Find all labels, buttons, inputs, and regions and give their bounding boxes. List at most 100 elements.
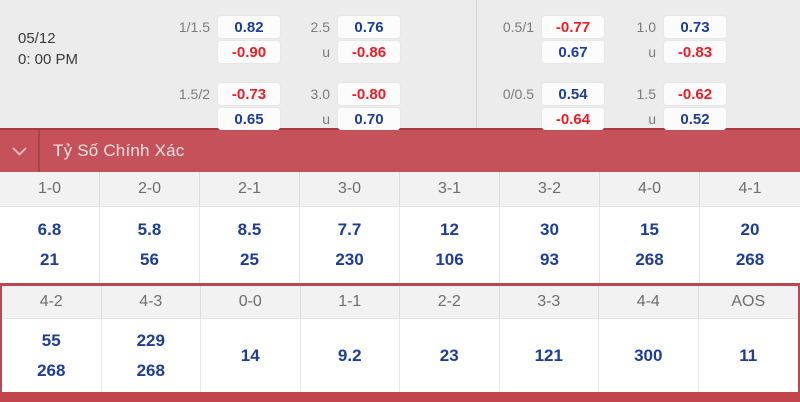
- odds-pair: 1/1.5 0.82 -0.90: [140, 16, 280, 66]
- odds-price[interactable]: -0.86: [338, 41, 400, 63]
- odds-price[interactable]: 0.70: [338, 108, 400, 130]
- score-column-header: 0-0: [201, 286, 301, 318]
- score-odds-cell[interactable]: 229 268: [102, 319, 201, 392]
- score-column-header: 3-1: [400, 172, 500, 206]
- odds-row: 1.5 -0.62: [592, 83, 726, 105]
- score-odds-cell[interactable]: 9.2: [301, 319, 400, 392]
- match-info: 05/12 0: 00 PM: [18, 28, 78, 70]
- score-odds-cell[interactable]: 15 268: [600, 207, 700, 283]
- odds-line-label: 1.0: [636, 19, 656, 35]
- odds-row: u -0.83: [592, 41, 726, 63]
- odds-row: 0.65: [140, 108, 280, 130]
- odds-price[interactable]: 0.67: [542, 41, 604, 63]
- odds-row: 1/1.5 0.82: [140, 16, 280, 38]
- correct-score-header-bar[interactable]: Tỷ Số Chính Xác: [0, 128, 800, 172]
- score-odds-value: 56: [140, 250, 159, 269]
- score-odds-value: 6.8: [37, 220, 62, 239]
- odds-price[interactable]: -0.62: [664, 83, 726, 105]
- odds-row: u 0.52: [592, 108, 726, 130]
- score-header-row: 4-2 4-3 0-0 1-1 2-2 3-3 4-4 AOS: [2, 286, 798, 319]
- odds-price[interactable]: 0.82: [218, 16, 280, 38]
- odds-row: 1.0 0.73: [592, 16, 726, 38]
- score-odds-cell[interactable]: 14: [201, 319, 301, 392]
- odds-row: -0.90: [140, 41, 280, 63]
- score-odds-value: 5.8: [137, 220, 162, 239]
- score-column-header: 4-3: [102, 286, 201, 318]
- score-odds-cell[interactable]: 20 268: [700, 207, 800, 283]
- odds-line-label: 0.5/1: [502, 19, 534, 35]
- odds-row: 1.5/2 -0.73: [140, 83, 280, 105]
- odds-line-label: 0/0.5: [502, 86, 534, 102]
- score-column-header: 2-0: [100, 172, 200, 206]
- odds-line-label: u: [648, 111, 656, 127]
- odds-pair: 0.5/1 -0.77 0.67: [462, 16, 604, 66]
- chevron-down-icon[interactable]: [0, 130, 38, 172]
- score-odds-value: 93: [540, 250, 559, 269]
- score-column-header: 2-2: [400, 286, 500, 318]
- score-odds-cell[interactable]: 121: [500, 319, 599, 392]
- odds-line-label: 1/1.5: [178, 19, 210, 35]
- odds-price[interactable]: 0.73: [664, 16, 726, 38]
- score-column-header: 1-0: [0, 172, 100, 206]
- odds-price[interactable]: -0.77: [542, 16, 604, 38]
- score-odds-value: 268: [735, 250, 765, 269]
- odds-row: u 0.70: [272, 108, 400, 130]
- odds-row: 3.0 -0.80: [272, 83, 400, 105]
- match-time: 0: 00 PM: [18, 51, 79, 68]
- odds-pair: 1.5 -0.62 u 0.52: [592, 83, 726, 133]
- odds-row: 0.5/1 -0.77: [462, 16, 604, 38]
- score-column-header: 2-1: [200, 172, 300, 206]
- score-values-row: 6.8 21 5.8 56 8.5 25 7.7 230 12 106 30 93 15 268 20 268: [0, 207, 800, 283]
- match-odds-section: 05/12 0: 00 PM 1/1.5 0.82 -0.90 1.5/2 -0.73 0…: [0, 0, 800, 130]
- score-odds-cell[interactable]: 5.8 56: [100, 207, 200, 283]
- odds-price[interactable]: 0.76: [338, 16, 400, 38]
- score-column-header: AOS: [731, 293, 766, 310]
- odds-line-label: u: [648, 44, 656, 60]
- score-odds-value: 12: [440, 220, 459, 239]
- odds-price[interactable]: -0.64: [542, 108, 604, 130]
- odds-price[interactable]: -0.83: [664, 41, 726, 63]
- score-odds-cell[interactable]: 6.8 21: [0, 207, 100, 283]
- score-odds-value: 20: [740, 220, 760, 239]
- score-odds-value: 106: [435, 250, 464, 269]
- score-column-header: 3-0: [300, 172, 400, 206]
- score-column-header: 1-1: [301, 286, 400, 318]
- odds-price[interactable]: -0.73: [218, 83, 280, 105]
- section-title: Tỷ Số Chính Xác: [53, 141, 185, 160]
- odds-row: 2.5 0.76: [272, 16, 400, 38]
- odds-price[interactable]: 0.52: [664, 108, 726, 130]
- score-odds-value: 11: [739, 345, 758, 365]
- odds-pair: 2.5 0.76 u -0.86: [272, 16, 400, 66]
- score-odds-value: 55: [41, 330, 61, 350]
- match-date: 05/12: [18, 30, 56, 47]
- odds-price[interactable]: -0.90: [218, 41, 280, 63]
- score-odds-cell[interactable]: 300: [599, 319, 699, 392]
- score-column-header: 4-1: [738, 180, 762, 197]
- score-odds-cell[interactable]: 11: [699, 319, 799, 392]
- score-odds-value: 8.5: [237, 220, 262, 239]
- odds-row: u -0.86: [272, 41, 400, 63]
- score-odds-value: 25: [240, 250, 259, 269]
- score-odds-value: 21: [40, 250, 59, 269]
- odds-group-total-left: 2.5 0.76 u -0.86 3.0 -0.80 u 0.70: [272, 16, 400, 133]
- odds-pair: 0/0.5 0.54 -0.64: [462, 83, 604, 133]
- odds-group-handicap-left: 1/1.5 0.82 -0.90 1.5/2 -0.73 0.65: [140, 16, 280, 133]
- score-odds-cell[interactable]: 30 93: [500, 207, 600, 283]
- score-column-header: 4-2: [2, 286, 102, 318]
- odds-price[interactable]: 0.65: [218, 108, 280, 130]
- odds-price[interactable]: -0.80: [338, 83, 400, 105]
- score-odds-cell[interactable]: 7.7 230: [300, 207, 400, 283]
- odds-line-label: u: [322, 44, 330, 60]
- odds-price[interactable]: 0.54: [542, 83, 604, 105]
- score-odds-cell[interactable]: 12 106: [400, 207, 500, 283]
- score-header-row: 1-0 2-0 2-1 3-0 3-1 3-2 4-0 4-1: [0, 172, 800, 207]
- score-odds-cell[interactable]: 23: [400, 319, 500, 392]
- score-odds-cell[interactable]: 55 268: [2, 319, 102, 392]
- odds-line-label: 2.5: [310, 19, 330, 35]
- score-odds-cell[interactable]: 8.5 25: [200, 207, 300, 283]
- score-odds-value: 14: [240, 345, 260, 365]
- odds-pair: 1.0 0.73 u -0.83: [592, 16, 726, 66]
- score-column-header: 4-4: [599, 286, 699, 318]
- odds-pair: 1.5/2 -0.73 0.65: [140, 83, 280, 133]
